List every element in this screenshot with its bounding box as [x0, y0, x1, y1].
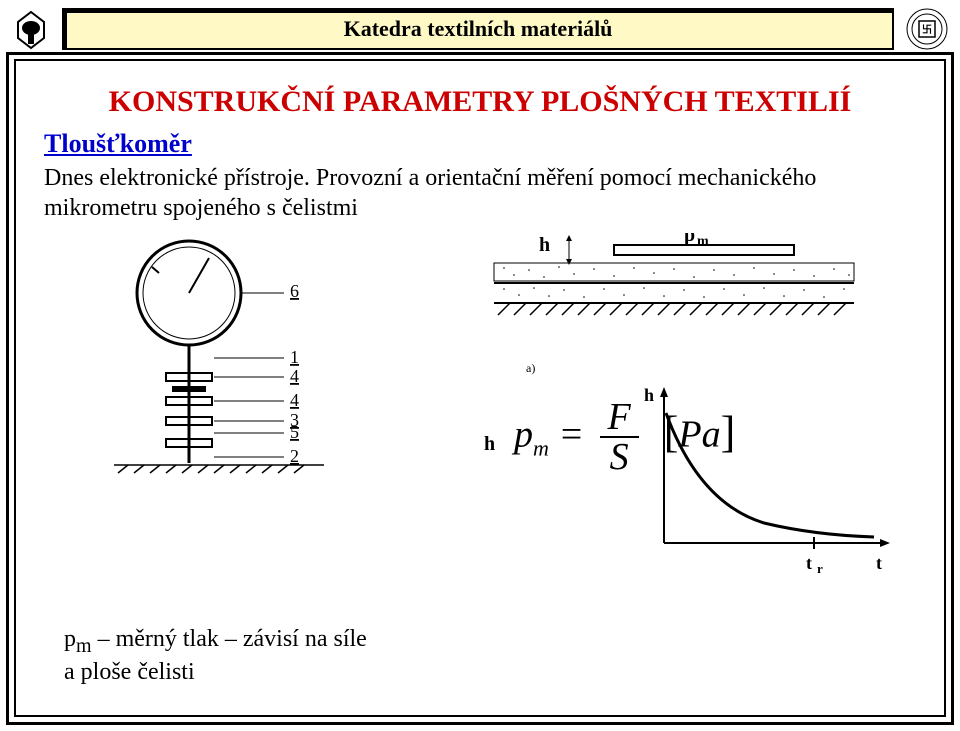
formula-psub: m — [533, 435, 549, 460]
footer-psub: m — [76, 635, 92, 657]
formula-eq: = — [558, 414, 593, 456]
header-title: Katedra textilních materiálů — [344, 16, 613, 42]
svg-text:h: h — [539, 234, 550, 256]
label-6: 6 — [290, 281, 299, 301]
cross-section-diagram: h p m — [484, 233, 864, 343]
svg-text:m: m — [697, 234, 709, 249]
h-label: h — [484, 433, 495, 456]
micrometer-diagram: 6 1 4 4 3 5 2 — [94, 233, 394, 493]
label-2: 2 — [290, 446, 299, 466]
logo-left — [10, 8, 52, 50]
formula-fraction: F S — [600, 398, 639, 478]
subfig-a-label: a) — [526, 361, 535, 376]
label-4a: 4 — [290, 366, 299, 386]
diagrams-row: 6 1 4 4 3 5 2 h — [44, 233, 916, 493]
svg-text:卐: 卐 — [922, 24, 932, 36]
svg-text:p: p — [684, 233, 695, 246]
formula-p: p — [514, 414, 533, 456]
footer-line2: a ploše čelisti — [64, 659, 195, 685]
footer-text: pm – měrný tlak – závisí na síle a ploše… — [64, 625, 367, 687]
page-title: KONSTRUKČNÍ PARAMETRY PLOŠNÝCH TEXTILIÍ — [44, 85, 916, 119]
label-5: 5 — [290, 422, 299, 442]
decay-graph: h t r t — [644, 383, 904, 583]
formula-den: S — [600, 438, 639, 478]
section-heading: Tloušťkoměr — [44, 129, 916, 159]
outer-frame: KONSTRUKČNÍ PARAMETRY PLOŠNÝCH TEXTILIÍ … — [6, 52, 954, 725]
body-text: Dnes elektronické přístroje. Provozní a … — [44, 163, 916, 223]
header-band: Katedra textilních materiálů — [62, 8, 894, 50]
svg-text:t: t — [876, 553, 882, 573]
footer-rest: – měrný tlak – závisí na síle — [92, 626, 367, 652]
svg-text:t: t — [806, 553, 812, 573]
inner-frame: KONSTRUKČNÍ PARAMETRY PLOŠNÝCH TEXTILIÍ … — [14, 59, 946, 717]
svg-text:h: h — [644, 385, 654, 405]
logo-right: 卐 — [904, 6, 950, 52]
formula-num: F — [600, 398, 639, 438]
label-1: 1 — [290, 347, 299, 367]
svg-text:r: r — [817, 561, 823, 576]
label-4b: 4 — [290, 390, 299, 410]
footer-p: p — [64, 626, 76, 652]
